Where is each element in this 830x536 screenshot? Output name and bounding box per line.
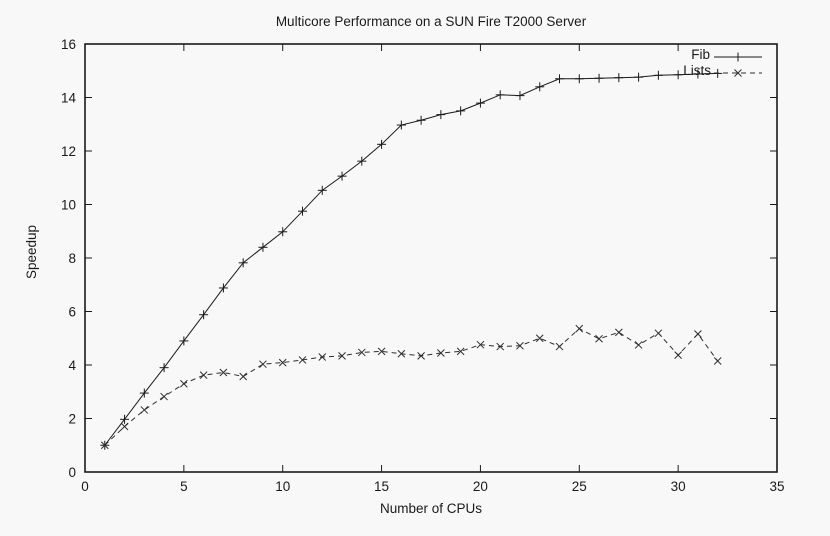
lists-marker-cross — [298, 356, 307, 364]
lists-marker-cross — [595, 334, 603, 343]
x-tick-label: 35 — [769, 479, 784, 494]
series-line-lists — [104, 328, 719, 446]
x-tick-label: 5 — [180, 479, 188, 494]
lists-marker-cross — [614, 328, 623, 337]
lists-marker-cross — [180, 379, 188, 388]
lists-marker-cross — [318, 353, 327, 361]
x-tick-label: 25 — [572, 479, 587, 494]
y-tick-label: 6 — [68, 305, 76, 320]
lists-marker-cross — [357, 348, 366, 357]
lists-marker-cross — [535, 334, 544, 343]
lists-marker-cross — [654, 329, 663, 338]
lists-marker-cross — [694, 330, 702, 338]
x-tick-label: 0 — [81, 479, 89, 494]
y-tick-label: 8 — [68, 251, 76, 266]
x-tick-label: 15 — [374, 479, 389, 494]
lists-marker-cross — [278, 358, 287, 367]
lists-marker-cross — [456, 347, 465, 356]
lists-marker-cross — [417, 352, 425, 360]
lists-marker-cross — [555, 342, 564, 351]
legend-label-fib: Fib — [691, 47, 710, 62]
lists-marker-cross — [338, 352, 346, 360]
lists-marker-cross — [516, 341, 524, 350]
y-tick-label: 2 — [68, 412, 76, 427]
lists-marker-cross — [219, 368, 228, 377]
y-tick-label: 14 — [61, 91, 77, 106]
lists-marker-cross — [160, 392, 168, 401]
lists-marker-cross — [674, 351, 682, 359]
lists-marker-cross — [397, 349, 406, 358]
lists-marker-cross — [259, 360, 267, 369]
lists-marker-cross — [634, 341, 643, 349]
x-axis-label: Number of CPUs — [379, 501, 483, 516]
y-tick-label: 4 — [68, 358, 76, 373]
x-tick-label: 10 — [275, 479, 290, 494]
lists-marker-cross — [734, 69, 742, 77]
lists-marker-cross — [199, 371, 208, 380]
legend-label-lists: Lists — [683, 63, 711, 78]
lists-marker-cross — [575, 324, 584, 333]
lists-marker-cross — [377, 347, 386, 356]
chart-title: Multicore Performance on a SUN Fire T200… — [275, 14, 587, 29]
lists-marker-cross — [713, 357, 722, 365]
plot-frame — [84, 43, 778, 473]
lists-marker-cross — [120, 422, 129, 431]
y-tick-label: 12 — [61, 144, 76, 159]
lists-marker-cross — [100, 441, 109, 450]
lists-marker-cross — [140, 406, 149, 414]
lists-marker-cross — [437, 349, 445, 357]
lists-marker-cross — [239, 372, 248, 381]
x-tick-label: 30 — [671, 479, 686, 494]
y-tick-label: 16 — [61, 37, 76, 52]
y-tick-label: 10 — [61, 198, 76, 213]
lists-marker-cross — [476, 340, 485, 349]
series-line-fib — [104, 72, 718, 446]
y-tick-label: 0 — [68, 465, 76, 480]
lists-marker-cross — [496, 342, 505, 351]
y-axis-label: Speedup — [24, 224, 39, 280]
x-tick-label: 20 — [473, 479, 488, 494]
